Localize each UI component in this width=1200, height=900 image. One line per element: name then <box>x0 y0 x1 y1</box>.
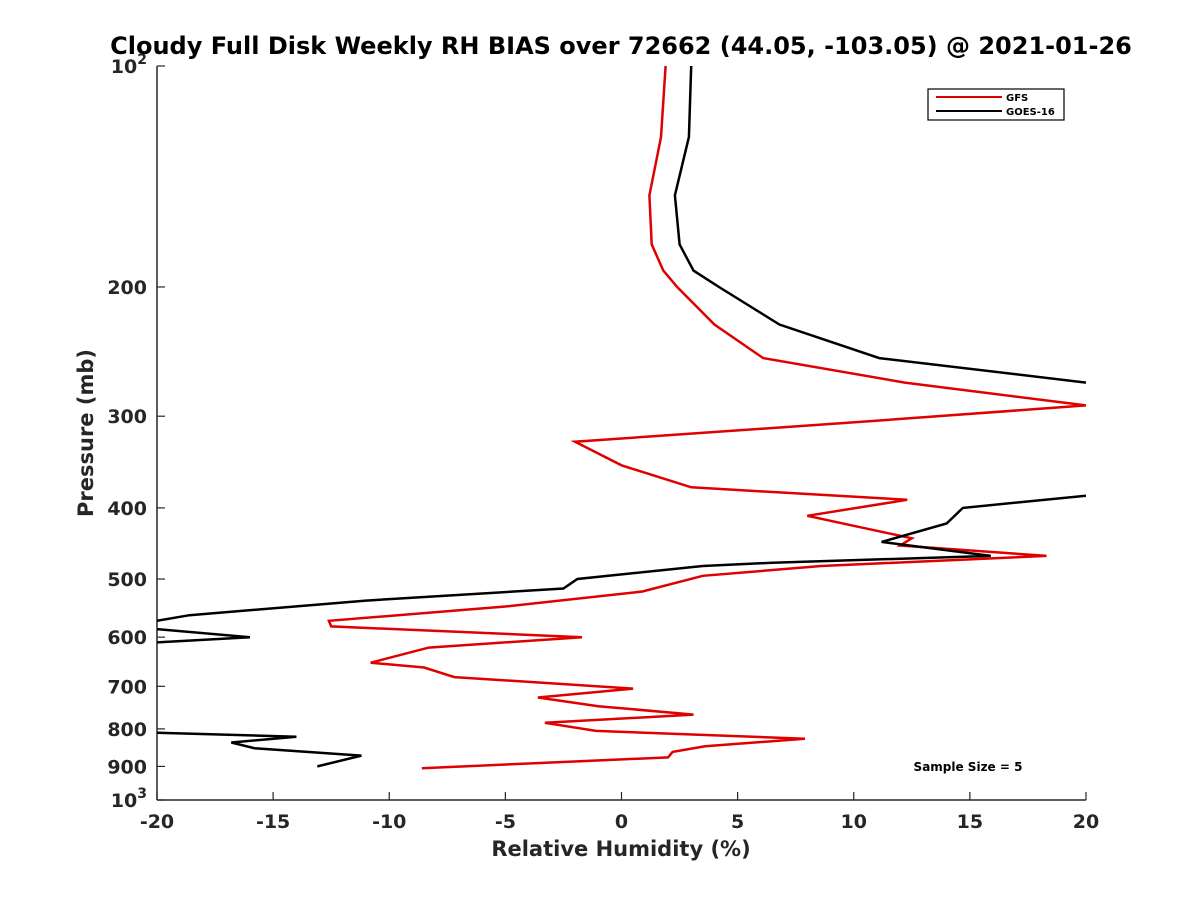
series-layer <box>157 66 1086 770</box>
y-tick-label: 800 <box>107 719 147 741</box>
x-tick-label: 15 <box>957 811 983 833</box>
x-axis-label: Relative Humidity (%) <box>491 837 750 861</box>
y-tick-label: 600 <box>107 627 147 649</box>
x-tick-label: 10 <box>841 811 867 833</box>
y-tick-label: 300 <box>107 406 147 428</box>
x-tick-label: -5 <box>495 811 516 833</box>
y-tick-label: 900 <box>107 756 147 778</box>
y-tick-label: 200 <box>107 277 147 299</box>
x-tick-label: 20 <box>1073 811 1099 833</box>
y-tick-label: 102 <box>111 52 147 78</box>
x-tick-label: 5 <box>731 811 744 833</box>
legend-box <box>927 88 1065 121</box>
plot-area: -20 -15 -10 -5 0 5 10 15 20 102 200 300 400 500 600 70… <box>107 52 1099 833</box>
x-tick-label: -10 <box>372 811 406 833</box>
y-axis-label: Pressure (mb) <box>74 349 98 517</box>
sample-size-annotation: Sample Size = 5 <box>914 760 1023 774</box>
y-tick-label: 700 <box>107 676 147 698</box>
y-tick-label: 500 <box>107 569 147 591</box>
y-tick-label: 400 <box>107 498 147 520</box>
x-axis-ticks: -20 -15 -10 -5 0 5 10 15 20 <box>140 792 1099 833</box>
legend-label-goes16: GOES-16 <box>1006 107 1055 118</box>
legend: GFS GOES-16 <box>927 88 1065 121</box>
series-line-gfs <box>327 66 1086 770</box>
y-tick-label: 103 <box>111 786 147 812</box>
series-line-goes16 <box>157 66 1086 768</box>
x-tick-label: -15 <box>256 811 290 833</box>
x-tick-label: -20 <box>140 811 174 833</box>
chart-title: Cloudy Full Disk Weekly RH BIAS over 726… <box>110 32 1132 60</box>
x-tick-label: 0 <box>615 811 628 833</box>
y-axis-ticks: 102 200 300 400 500 600 700 800 900 103 <box>107 52 165 812</box>
legend-label-gfs: GFS <box>1006 93 1028 104</box>
